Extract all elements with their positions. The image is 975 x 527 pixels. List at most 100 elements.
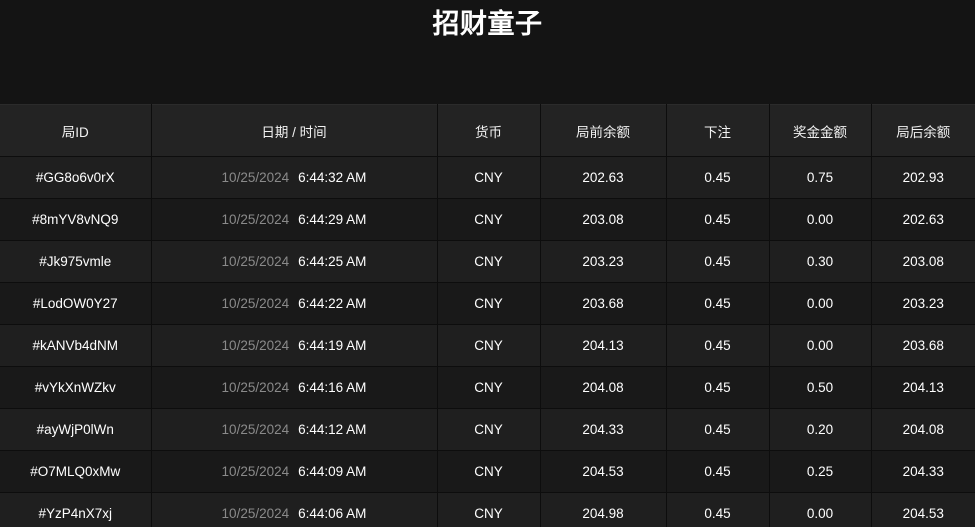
cell-datetime: 10/25/2024 6:44:29 AM — [151, 198, 438, 241]
cell-currency: CNY — [437, 156, 541, 199]
table-row[interactable]: #ayWjP0lWn 10/25/2024 6:44:12 AM CNY 204.33 0… — [0, 408, 975, 451]
cell-bet: 0.45 — [666, 450, 770, 493]
cell-datetime: 10/25/2024 6:44:25 AM — [151, 240, 438, 283]
cell-balance-after: 204.53 — [871, 492, 975, 527]
cell-win: 0.20 — [769, 408, 872, 451]
cell-currency: CNY — [437, 282, 541, 325]
cell-win: 0.00 — [769, 282, 872, 325]
cell-balance-before: 204.13 — [540, 324, 667, 367]
cell-date: 10/25/2024 — [221, 254, 290, 269]
cell-round-id: #kANVb4dNM — [0, 324, 152, 367]
cell-currency: CNY — [437, 240, 541, 283]
table-row[interactable]: #O7MLQ0xMw 10/25/2024 6:44:09 AM CNY 204.53 0… — [0, 450, 975, 493]
cell-currency: CNY — [437, 324, 541, 367]
cell-balance-before: 203.23 — [540, 240, 667, 283]
cell-datetime: 10/25/2024 6:44:19 AM — [151, 324, 438, 367]
cell-round-id: #vYkXnWZkv — [0, 366, 152, 409]
cell-round-id: #LodOW0Y27 — [0, 282, 152, 325]
cell-win: 0.00 — [769, 324, 872, 367]
cell-balance-after: 203.68 — [871, 324, 975, 367]
datetime-wrap: 10/25/2024 6:44:25 AM — [222, 254, 367, 269]
table-body: #GG8o6v0rX 10/25/2024 6:44:32 AM CNY 202.63 0… — [0, 156, 975, 527]
cell-round-id: #ayWjP0lWn — [0, 408, 152, 451]
datetime-wrap: 10/25/2024 6:44:09 AM — [222, 464, 367, 479]
cell-date: 10/25/2024 — [221, 380, 290, 395]
cell-currency: CNY — [437, 408, 541, 451]
table-row[interactable]: #GG8o6v0rX 10/25/2024 6:44:32 AM CNY 202.63 0… — [0, 156, 975, 199]
cell-date: 10/25/2024 — [221, 422, 290, 437]
cell-win: 0.50 — [769, 366, 872, 409]
column-header-currency[interactable]: 货币 — [437, 104, 541, 157]
cell-datetime: 10/25/2024 6:44:22 AM — [151, 282, 438, 325]
cell-round-id: #O7MLQ0xMw — [0, 450, 152, 493]
cell-bet: 0.45 — [666, 240, 770, 283]
cell-bet: 0.45 — [666, 408, 770, 451]
cell-bet: 0.45 — [666, 492, 770, 527]
datetime-wrap: 10/25/2024 6:44:06 AM — [222, 506, 367, 521]
cell-time: 6:44:25 AM — [298, 254, 367, 269]
cell-balance-before: 202.63 — [540, 156, 667, 199]
datetime-wrap: 10/25/2024 6:44:12 AM — [222, 422, 367, 437]
cell-balance-before: 203.08 — [540, 198, 667, 241]
column-header-datetime[interactable]: 日期 / 时间 — [151, 104, 438, 157]
cell-balance-after: 204.13 — [871, 366, 975, 409]
game-history-table: 局ID 日期 / 时间 货币 局前余额 下注 奖金金额 局后余额 #GG8o6v… — [0, 104, 975, 527]
column-header-round-id[interactable]: 局ID — [0, 104, 152, 157]
cell-datetime: 10/25/2024 6:44:12 AM — [151, 408, 438, 451]
cell-win: 0.25 — [769, 450, 872, 493]
table-row[interactable]: #YzP4nX7xj 10/25/2024 6:44:06 AM CNY 204.98 0… — [0, 492, 975, 527]
cell-win: 0.00 — [769, 492, 872, 527]
cell-datetime: 10/25/2024 6:44:09 AM — [151, 450, 438, 493]
cell-date: 10/25/2024 — [221, 212, 290, 227]
cell-balance-before: 204.53 — [540, 450, 667, 493]
cell-time: 6:44:22 AM — [298, 296, 367, 311]
table-row[interactable]: #vYkXnWZkv 10/25/2024 6:44:16 AM CNY 204.08 0… — [0, 366, 975, 409]
cell-time: 6:44:12 AM — [298, 422, 367, 437]
column-header-bet[interactable]: 下注 — [666, 104, 770, 157]
cell-time: 6:44:16 AM — [298, 380, 367, 395]
cell-datetime: 10/25/2024 6:44:06 AM — [151, 492, 438, 527]
column-header-win[interactable]: 奖金金额 — [769, 104, 872, 157]
datetime-wrap: 10/25/2024 6:44:19 AM — [222, 338, 367, 353]
cell-balance-after: 202.93 — [871, 156, 975, 199]
cell-balance-after: 204.08 — [871, 408, 975, 451]
cell-date: 10/25/2024 — [221, 338, 290, 353]
cell-datetime: 10/25/2024 6:44:32 AM — [151, 156, 438, 199]
cell-time: 6:44:32 AM — [298, 170, 367, 185]
cell-time: 6:44:29 AM — [298, 212, 367, 227]
cell-time: 6:44:19 AM — [298, 338, 367, 353]
datetime-wrap: 10/25/2024 6:44:22 AM — [222, 296, 367, 311]
datetime-wrap: 10/25/2024 6:44:32 AM — [222, 170, 367, 185]
page-title: 招财童子 — [432, 9, 543, 39]
cell-round-id: #Jk975vmle — [0, 240, 152, 283]
cell-time: 6:44:06 AM — [298, 506, 367, 521]
cell-currency: CNY — [437, 366, 541, 409]
cell-datetime: 10/25/2024 6:44:16 AM — [151, 366, 438, 409]
table-row[interactable]: #LodOW0Y27 10/25/2024 6:44:22 AM CNY 203.68 0… — [0, 282, 975, 325]
cell-bet: 0.45 — [666, 324, 770, 367]
column-header-balance-before[interactable]: 局前余额 — [540, 104, 667, 157]
table-row[interactable]: #Jk975vmle 10/25/2024 6:44:25 AM CNY 203.23 0… — [0, 240, 975, 283]
table-row[interactable]: #kANVb4dNM 10/25/2024 6:44:19 AM CNY 204.13 0… — [0, 324, 975, 367]
cell-bet: 0.45 — [666, 366, 770, 409]
table-header: 局ID 日期 / 时间 货币 局前余额 下注 奖金金额 局后余额 — [0, 104, 975, 157]
cell-win: 0.30 — [769, 240, 872, 283]
cell-date: 10/25/2024 — [221, 464, 290, 479]
cell-round-id: #8mYV8vNQ9 — [0, 198, 152, 241]
cell-time: 6:44:09 AM — [298, 464, 367, 479]
column-header-balance-after[interactable]: 局后余额 — [871, 104, 975, 157]
cell-date: 10/25/2024 — [221, 506, 290, 521]
cell-date: 10/25/2024 — [221, 296, 290, 311]
cell-currency: CNY — [437, 198, 541, 241]
cell-balance-after: 203.08 — [871, 240, 975, 283]
cell-balance-after: 202.63 — [871, 198, 975, 241]
table-row[interactable]: #8mYV8vNQ9 10/25/2024 6:44:29 AM CNY 203.08 0… — [0, 198, 975, 241]
cell-bet: 0.45 — [666, 198, 770, 241]
cell-win: 0.00 — [769, 198, 872, 241]
title-banner: 招财童子 — [0, 0, 975, 104]
cell-round-id: #YzP4nX7xj — [0, 492, 152, 527]
cell-balance-after: 203.23 — [871, 282, 975, 325]
table-header-row: 局ID 日期 / 时间 货币 局前余额 下注 奖金金额 局后余额 — [0, 104, 975, 157]
datetime-wrap: 10/25/2024 6:44:29 AM — [222, 212, 367, 227]
